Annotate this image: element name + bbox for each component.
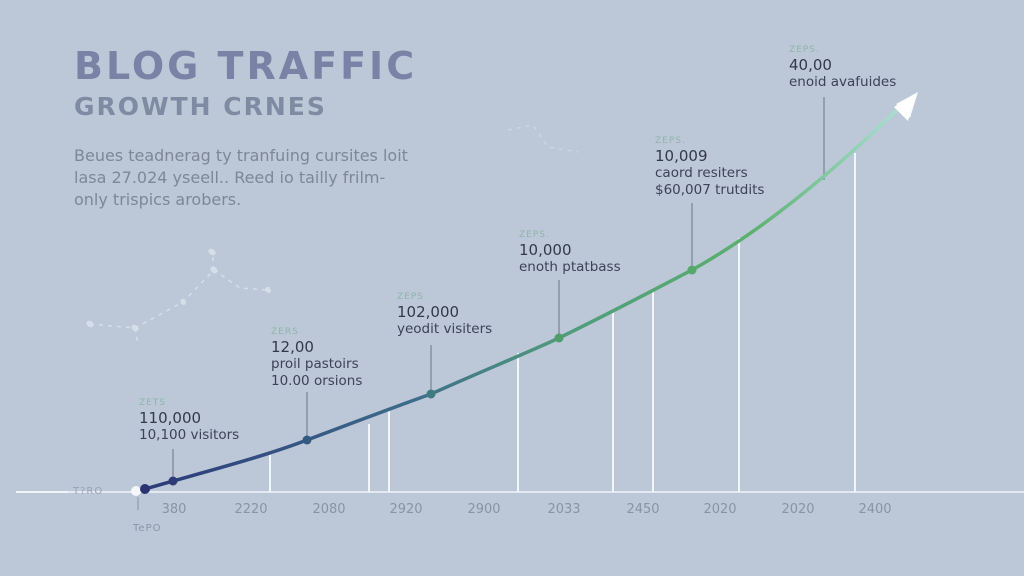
chart-description: Beues teadnerag ty tranfuing cursites lo… (74, 146, 408, 209)
x-tick: 2400 (858, 502, 892, 517)
vertical-markers (269, 153, 856, 492)
x-tick: 2020 (703, 502, 737, 517)
x-tick: 2450 (626, 502, 660, 517)
x-tick: 2220 (234, 502, 268, 517)
annotation-5: ZEPS. 10,009 caord resiters $60,007 trut… (655, 136, 765, 198)
annotation-4: ZEPS. 10,000 enoth ptatbass (519, 230, 621, 275)
leader-lines (172, 97, 825, 479)
x-tick: 2080 (312, 502, 346, 517)
x-tick: 2033 (547, 502, 581, 517)
origin-label: T?RO (73, 486, 104, 497)
constellation-decoration (86, 124, 579, 346)
origin-sub-label: TePO (133, 523, 162, 534)
x-tick: 2900 (467, 502, 501, 517)
chart-subtitle: GROWTH CRNES (74, 92, 327, 121)
annotation-3: ZEPS 102,000 yeodit visiters (397, 292, 493, 337)
chart-title: BLOG TRAFFIC (74, 44, 418, 88)
x-tick: 2920 (389, 502, 423, 517)
annotation-6: ZEPS. 40,00 enoid avafuides (789, 45, 897, 90)
growth-line (143, 105, 902, 491)
annotation-1: ZETS 110,000 10,100 visitors (139, 398, 240, 443)
x-tick: 2020 (781, 502, 815, 517)
x-tick: 380 (161, 502, 187, 517)
data-points (140, 265, 697, 494)
annotation-2: ZERS 12,00 proil pastoirs 10.00 orsions (271, 327, 363, 389)
origin-dot (131, 486, 141, 496)
